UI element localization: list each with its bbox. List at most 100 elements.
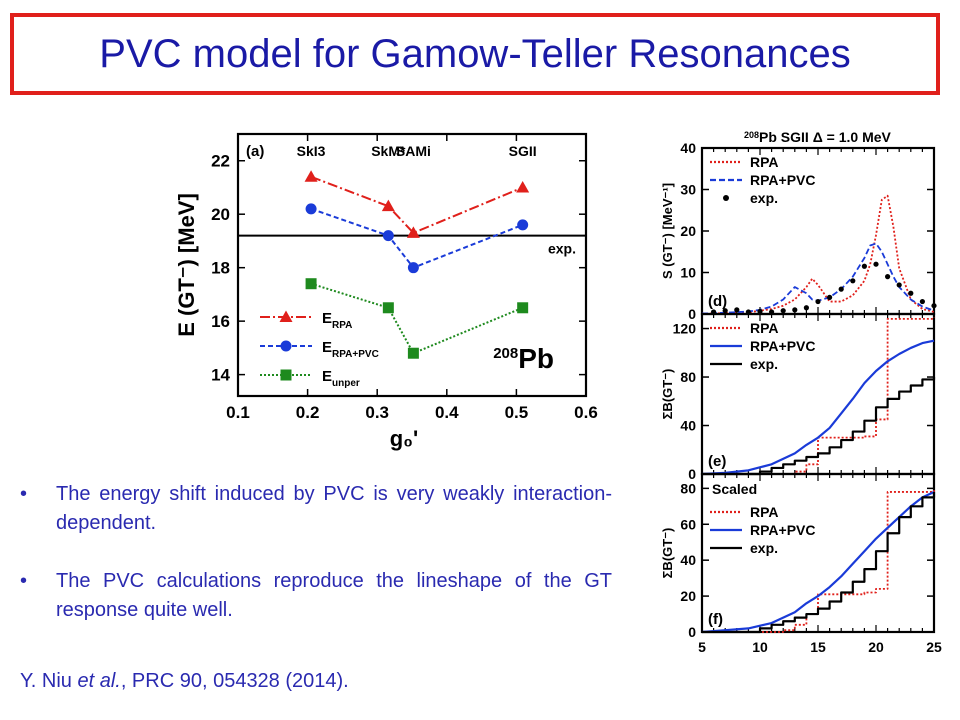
y-axis-label: S (GT⁻) [MeV⁻¹] bbox=[660, 183, 675, 279]
bullet-item: The PVC calculations reproduce the lines… bbox=[20, 567, 612, 625]
chart-def-strength-panels: 0 10 20 30 40 S (GT⁻) [MeV⁻¹] (d) RPA RPA+PVC exp… bbox=[660, 129, 942, 660]
y-tick-label: 22 bbox=[211, 152, 230, 171]
bullet-list: The energy shift induced by PVC is very … bbox=[20, 480, 612, 654]
panel-label: (e) bbox=[708, 453, 726, 470]
panel-label: (a) bbox=[246, 143, 264, 160]
panel-header: Scaled bbox=[712, 481, 757, 497]
y-tick-label: 40 bbox=[680, 418, 696, 434]
y-tick-label: 0 bbox=[688, 306, 696, 322]
data-point bbox=[305, 203, 317, 215]
panel-d: 0 10 20 30 40 S (GT⁻) [MeV⁻¹] (d) RPA RPA+PVC exp… bbox=[660, 140, 937, 322]
data-point bbox=[873, 261, 879, 267]
plot-frame bbox=[236, 132, 588, 398]
series-line bbox=[702, 377, 936, 476]
data-point bbox=[407, 262, 419, 274]
series-line bbox=[310, 282, 524, 355]
y-tick-label: 80 bbox=[680, 480, 696, 496]
x-tick-label: 0.5 bbox=[505, 403, 529, 422]
bullet-item: The energy shift induced by PVC is very … bbox=[20, 480, 612, 538]
nucleus-label: 208Pb bbox=[493, 343, 554, 374]
data-point bbox=[382, 230, 394, 242]
data-point bbox=[757, 308, 763, 315]
panel-header: 208Pb SGII Δ = 1.0 MeV bbox=[744, 129, 892, 145]
data-point bbox=[919, 298, 925, 305]
y-tick-label: 80 bbox=[680, 369, 696, 385]
legend-label: RPA bbox=[750, 504, 779, 520]
y-tick-label: 16 bbox=[211, 312, 230, 331]
y-tick-label: 120 bbox=[673, 321, 697, 337]
legend-label: exp. bbox=[750, 356, 778, 372]
y-axis-label: ΣB(GT⁻) bbox=[660, 369, 675, 420]
y-tick-label: 40 bbox=[680, 552, 696, 568]
interaction-label: SAMi bbox=[396, 143, 431, 159]
series-line bbox=[310, 175, 524, 235]
y-tick-label: 0 bbox=[688, 466, 696, 482]
y-tick-label: 40 bbox=[680, 140, 696, 156]
y-axis-label: E (GT⁻) [MeV] bbox=[174, 193, 199, 337]
plot-frame bbox=[700, 146, 936, 316]
legend-label: exp. bbox=[750, 540, 778, 556]
y-tick-label: 18 bbox=[211, 259, 230, 278]
legend-label: Eunper bbox=[322, 368, 360, 389]
citation-author: Y. Niu bbox=[20, 670, 78, 692]
legend-marker bbox=[280, 369, 292, 381]
y-tick-label: 30 bbox=[680, 182, 696, 198]
y-tick-label: 20 bbox=[680, 588, 696, 604]
y-axis-label: ΣB(GT⁻) bbox=[660, 528, 675, 579]
data-point bbox=[838, 286, 844, 292]
data-point bbox=[516, 180, 530, 193]
x-tick-label: 0.2 bbox=[296, 403, 320, 422]
y-tick-label: 20 bbox=[211, 205, 230, 224]
panel-label: (f) bbox=[708, 611, 723, 628]
legend-label: RPA+PVC bbox=[750, 338, 815, 354]
data-point bbox=[406, 226, 420, 238]
x-tick-label: 0.3 bbox=[365, 403, 389, 422]
legend-label: RPA+PVC bbox=[750, 172, 815, 188]
legend-label: RPA+PVC bbox=[750, 522, 815, 538]
x-axis-label: E [MeV] bbox=[792, 659, 843, 660]
interaction-label: SkI3 bbox=[297, 143, 326, 159]
legend-label: ERPA bbox=[322, 310, 352, 331]
interaction-label: SkM* bbox=[371, 143, 406, 159]
y-tick-label: 20 bbox=[680, 223, 696, 239]
citation-ref: , PRC 90, 054328 (2014). bbox=[120, 670, 349, 692]
x-tick-label: 5 bbox=[698, 639, 706, 655]
data-point bbox=[850, 278, 856, 284]
legend-label: ERPA+PVC bbox=[322, 339, 379, 360]
data-point bbox=[517, 219, 529, 231]
citation: Y. Niu et al., PRC 90, 054328 (2014). bbox=[20, 670, 349, 693]
chart-a-energy-vs-g0: 0.1 0.2 0.3 0.4 0.5 0.6 14 16 18 20 22 g₀' E (GT⁻) [… bbox=[174, 132, 598, 451]
data-point bbox=[381, 199, 395, 212]
data-point bbox=[304, 170, 318, 182]
data-point bbox=[931, 303, 937, 309]
data-point bbox=[861, 263, 867, 269]
data-point bbox=[896, 282, 902, 288]
x-tick-label: 10 bbox=[752, 639, 768, 655]
exp-reference-label: exp. bbox=[548, 241, 576, 257]
data-point bbox=[780, 308, 786, 314]
y-tick-label: 0 bbox=[688, 624, 696, 640]
data-point bbox=[827, 294, 833, 300]
x-tick-label: 0.1 bbox=[226, 403, 250, 422]
title-box: PVC model for Gamow-Teller Resonances bbox=[10, 13, 940, 95]
legend-marker bbox=[280, 340, 292, 352]
y-tick-label: 14 bbox=[211, 366, 230, 385]
y-tick-label: 10 bbox=[680, 265, 696, 281]
series-line bbox=[701, 490, 935, 634]
legend-label: RPA bbox=[750, 154, 779, 170]
y-tick-label: 60 bbox=[680, 516, 696, 532]
data-point bbox=[885, 274, 891, 280]
x-tick-label: 25 bbox=[926, 639, 942, 655]
x-axis-label: g₀' bbox=[390, 426, 419, 451]
series-line bbox=[702, 490, 935, 633]
legend-marker bbox=[279, 310, 293, 322]
x-tick-label: 0.6 bbox=[574, 403, 598, 422]
data-point bbox=[517, 302, 529, 314]
slide-title: PVC model for Gamow-Teller Resonances bbox=[99, 31, 851, 76]
data-point bbox=[815, 298, 821, 305]
series-line bbox=[701, 339, 935, 476]
series-line bbox=[310, 207, 524, 269]
data-point bbox=[382, 302, 394, 314]
data-point bbox=[803, 305, 809, 311]
legend-label: exp. bbox=[750, 190, 778, 206]
